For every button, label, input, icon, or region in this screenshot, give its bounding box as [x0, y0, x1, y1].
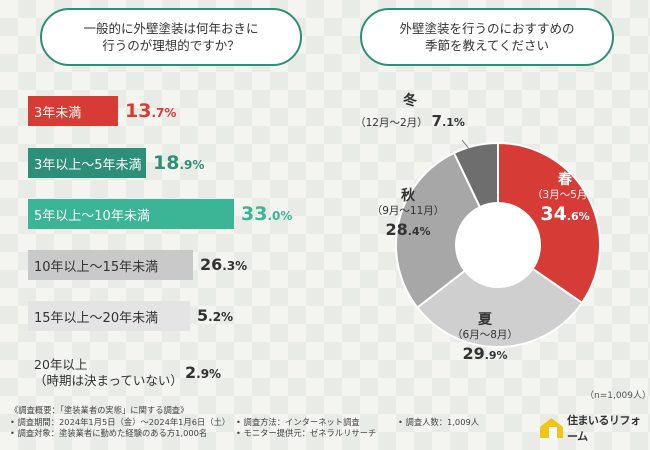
pie-value-int: 34 [540, 203, 567, 225]
footer-col-2: • 調査方法：インターネット調査 • モニター提供元：ゼネラルリサーチ [236, 417, 376, 440]
bar-row: 10年以上〜15年未満 26.3% [28, 250, 247, 280]
bar-value-dec: .3% [222, 259, 248, 273]
bar-label: 3年以上〜5年未満 [34, 157, 142, 173]
pie-label-value: 28.4% [368, 218, 448, 244]
bar: 3年未満 [28, 96, 118, 126]
bar-value-dec: .0% [267, 208, 293, 223]
bar-label: 20年以上 （時期は決まっていない） [34, 357, 183, 388]
pie-value-dec: .1% [442, 116, 465, 129]
bar-value-label: 13.7% [125, 99, 177, 122]
bar-label: 15年以上〜20年未満 [34, 310, 159, 326]
bar-row: 3年以上〜5年未満 18.9% [28, 148, 204, 178]
footer-col-3: • 調査人数：1,009人 [398, 417, 479, 429]
bar: 3年以上〜5年未満 [28, 148, 146, 178]
bar-row: 15年以上〜20年未満 5.2% [28, 301, 233, 331]
pie-label-name: 秋 [401, 188, 415, 204]
pie-label-name: 冬 [403, 93, 417, 109]
bar-value-label: 26.3% [200, 257, 247, 273]
question-2-box: 外壁塗装を行うのにおすすめの 季節を教えてください [360, 8, 614, 66]
bar-value-int: 2 [185, 363, 197, 382]
bar-value-int: 33 [241, 202, 268, 225]
pie-slice [452, 141, 499, 209]
pie-label: 春（3月〜5月） 34.6% [520, 172, 610, 229]
bar-row: 5年以上〜10年未満 33.0% [28, 199, 292, 229]
pie-value-int: 7 [431, 112, 443, 130]
bar-value-int: 18 [153, 151, 180, 174]
bar: 10年以上〜15年未満 [28, 250, 193, 280]
pie-label-value: 7.1% [432, 109, 465, 135]
sample-size: （n=1,009人） [585, 391, 650, 401]
footer-provider: • モニター提供元：ゼネラルリサーチ [236, 428, 377, 438]
bar-value-dec: .9% [179, 157, 205, 172]
pie-label-period: （6月〜8月） [452, 329, 518, 341]
bar-value-label: 2.9% [185, 365, 221, 381]
bar-row: 20年以上 （時期は決まっていない） 2.9% [28, 353, 221, 393]
pie-value-int: 29 [462, 344, 485, 363]
footer-method: • 調査方法：インターネット調査 [236, 416, 360, 427]
bar-label: 3年未満 [34, 105, 82, 121]
pie-label: 冬（12月〜2月） 7.1% [355, 93, 465, 135]
bar: 15年以上〜20年未満 [28, 301, 190, 331]
pie-label: 夏（6月〜8月） 29.9% [440, 312, 530, 368]
pie-value-dec: .6% [566, 210, 590, 223]
bar-value-dec: .9% [196, 367, 222, 381]
bar-value-dec: .7% [151, 105, 177, 120]
footer-count: • 調査人数：1,009人 [398, 416, 480, 427]
footer-target: • 調査対象：塗装業者に勤めた経験のある方1,000名 [10, 428, 208, 438]
pie-label-line: （12月〜2月） 7.1% [355, 109, 465, 135]
bar-label: 10年以上〜15年未満 [34, 259, 159, 275]
pie-value-int: 28 [385, 220, 408, 239]
pie-label-period: （12月〜2月） [355, 117, 428, 129]
pie-label-name: 春 [558, 172, 572, 188]
bar-value-label: 5.2% [197, 308, 233, 324]
bar-value-int: 5 [197, 306, 209, 325]
pie-label: 秋（9月〜11月） 28.4% [368, 188, 448, 244]
bar-value-int: 13 [125, 99, 152, 122]
pie-value-dec: .4% [407, 225, 431, 238]
bar-value-label: 18.9% [153, 151, 205, 174]
bar-row: 3年未満 13.7% [28, 96, 176, 126]
house-icon [540, 418, 563, 438]
footer-period: • 調査期間：2024年1月5日（金）〜2024年1月6日（土） [10, 416, 231, 427]
pie-leader-line [461, 139, 471, 151]
pie-label-value: 34.6% [520, 202, 610, 229]
footer-col-1: 《調査概要：「塗装業者の実態」に関する調査》 • 調査期間：2024年1月5日（… [10, 405, 230, 440]
bar-value-label: 33.0% [241, 202, 293, 225]
brand-name: 住まいるリフォーム [566, 414, 641, 443]
bar-label: 5年以上〜10年未満 [34, 208, 150, 224]
bar: 5年以上〜10年未満 [28, 199, 234, 229]
question-2-text: 外壁塗装を行うのにおすすめの 季節を教えてください [399, 21, 575, 53]
bar: 20年以上 （時期は決まっていない） [28, 353, 183, 393]
pie-label-period: （9月〜11月） [371, 205, 445, 217]
pie-value-dec: .9% [484, 349, 508, 362]
bar-value-int: 26 [200, 255, 223, 274]
footer-summary: 《調査概要：「塗装業者の実態」に関する調査》 [10, 405, 189, 415]
brand-logo: 住まいるリフォーム [540, 412, 650, 444]
pie-label-name: 夏 [478, 312, 492, 328]
question-1-text: 一般的に外壁塗装は何年おきに 行うのが理想的ですか？ [83, 21, 259, 53]
pie-label-period: （3月〜5月） [532, 189, 598, 201]
pie-label-value: 29.9% [440, 342, 530, 368]
bar-value-dec: .2% [208, 310, 234, 324]
question-1-box: 一般的に外壁塗装は何年おきに 行うのが理想的ですか？ [40, 8, 302, 66]
